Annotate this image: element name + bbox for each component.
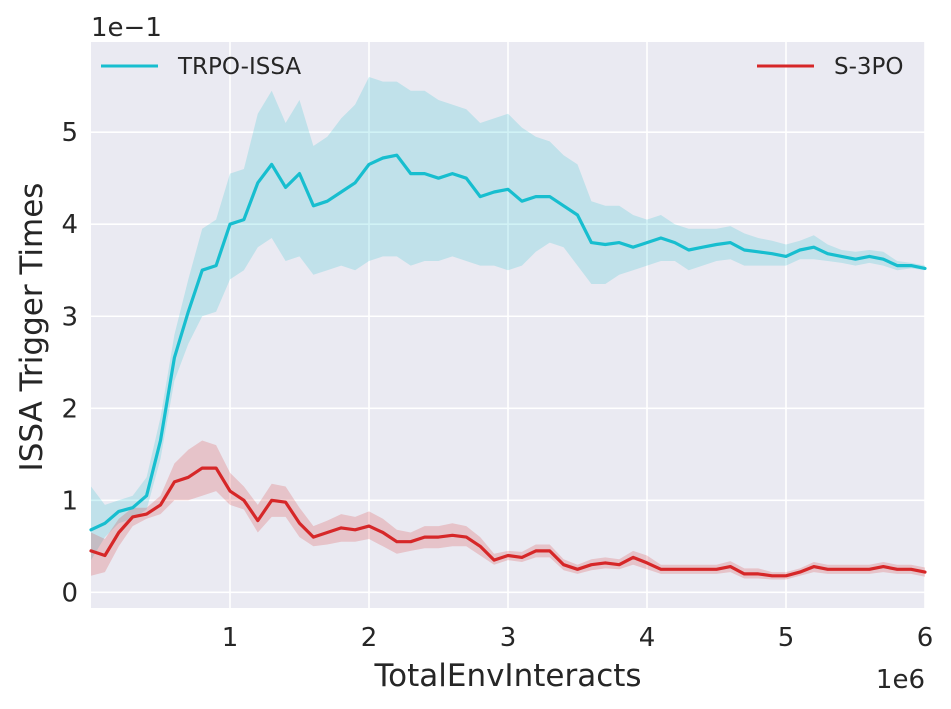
- x-tick-label: 3: [500, 623, 517, 653]
- legend-label-s-3po: S-3PO: [834, 54, 904, 80]
- y-tick-label: 1: [61, 486, 78, 516]
- series-line-trpo-issa: [89, 153, 927, 532]
- x-offset-label: 1e6: [876, 665, 925, 695]
- x-tick-label: 5: [778, 623, 795, 653]
- legend-label-trpo-issa: TRPO-ISSA: [177, 54, 301, 80]
- x-tick-label: 4: [639, 623, 656, 653]
- y-tick-label: 3: [61, 302, 78, 332]
- band-s-3po: [91, 440, 925, 580]
- grid-lines: [91, 42, 926, 608]
- y-tick-label: 0: [61, 578, 78, 608]
- legend-left: TRPO-ISSA: [101, 54, 301, 80]
- x-axis-title: TotalEnvInteracts: [373, 658, 641, 694]
- series-line-s-3po: [89, 466, 927, 578]
- x-tick-label: 2: [361, 623, 378, 653]
- y-tick-label: 5: [61, 118, 78, 148]
- band-trpo-issa: [91, 77, 925, 561]
- confidence-bands: [91, 77, 925, 580]
- y-tick-label: 2: [61, 394, 78, 424]
- series-lines: [89, 153, 927, 578]
- x-tick-label: 1: [222, 623, 239, 653]
- y-tick-label: 4: [61, 210, 78, 240]
- y-axis-title: ISSA Trigger Times: [14, 183, 50, 472]
- tick-labels: 1 2 3 4 5 6 0 1 2 3 4 5: [61, 118, 933, 653]
- legend-right: S-3PO: [757, 54, 904, 80]
- x-tick-label: 6: [917, 623, 934, 653]
- y-offset-label: 1e−1: [91, 13, 162, 43]
